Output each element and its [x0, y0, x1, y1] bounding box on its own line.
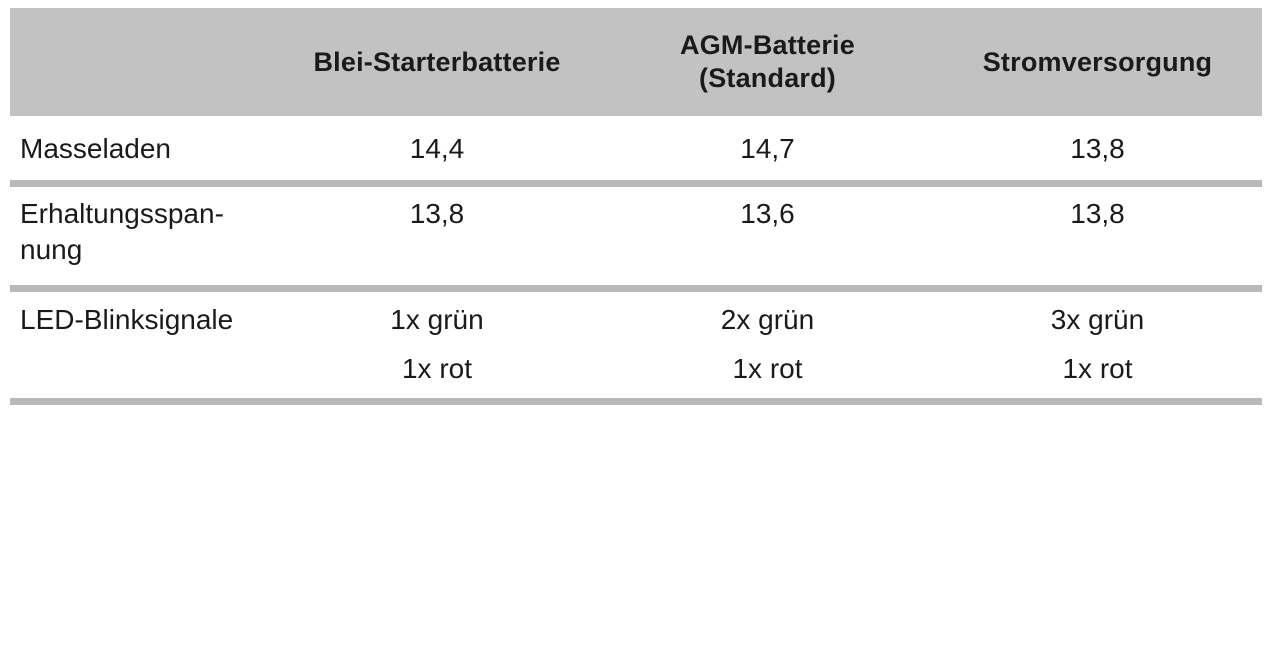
value-cell-agm: 14,7: [740, 133, 795, 164]
value-cell-blei: 14,4: [409, 133, 465, 164]
header-label: Stromversorgung: [982, 46, 1213, 77]
led-signal-line1: 2x grün: [720, 304, 815, 335]
value-cell-strom: 3x grün 1x rot: [933, 292, 1262, 398]
battery-spec-table: Blei-Starterbatterie AGM-Batterie (Stand…: [10, 8, 1262, 405]
table-row-erhaltungsspannung: Erhaltungsspan- nung 13,8 13,6 13,8: [10, 187, 1262, 292]
row-label: Erhaltungsspan- nung: [10, 187, 272, 285]
row-label-line2: nung: [20, 234, 83, 265]
header-label-line1: AGM-Batterie: [680, 30, 855, 60]
led-signal-line2: 1x rot: [401, 353, 473, 384]
led-signal-line2: 1x rot: [732, 353, 803, 384]
value-cell-blei: 13,8: [409, 198, 465, 229]
row-label: Masseladen: [20, 133, 171, 164]
header-cell-agm-batterie: AGM-Batterie (Standard): [602, 8, 933, 116]
value-cell-agm: 2x grün 1x rot: [602, 292, 933, 398]
header-label: Blei-Starterbatterie: [313, 46, 561, 77]
table-row-led-blinksignale: LED-Blinksignale 1x grün 1x rot 2x grün …: [10, 292, 1262, 405]
value-cell-agm: 13,6: [740, 198, 795, 229]
value-cell-strom: 13,8: [1070, 198, 1125, 229]
value-cell-strom: 13,8: [1070, 133, 1125, 164]
header-cell-blei-starterbatterie: Blei-Starterbatterie: [272, 8, 602, 116]
table-row-masseladen: Masseladen 14,4 14,7 13,8: [10, 116, 1262, 187]
header-cell-stromversorgung: Stromversorgung: [933, 8, 1262, 116]
row-label: LED-Blinksignale: [20, 304, 234, 335]
value-cell-blei: 1x grün 1x rot: [272, 292, 602, 398]
row-label-line1: Erhaltungsspan-: [20, 198, 224, 229]
table-header-row: Blei-Starterbatterie AGM-Batterie (Stand…: [10, 8, 1262, 116]
led-signal-line1: 3x grün: [1050, 304, 1145, 335]
header-label-line2: (Standard): [699, 63, 836, 93]
led-signal-line2: 1x rot: [1062, 353, 1133, 384]
header-cell-empty: [10, 8, 272, 116]
led-signal-line1: 1x grün: [390, 304, 484, 335]
